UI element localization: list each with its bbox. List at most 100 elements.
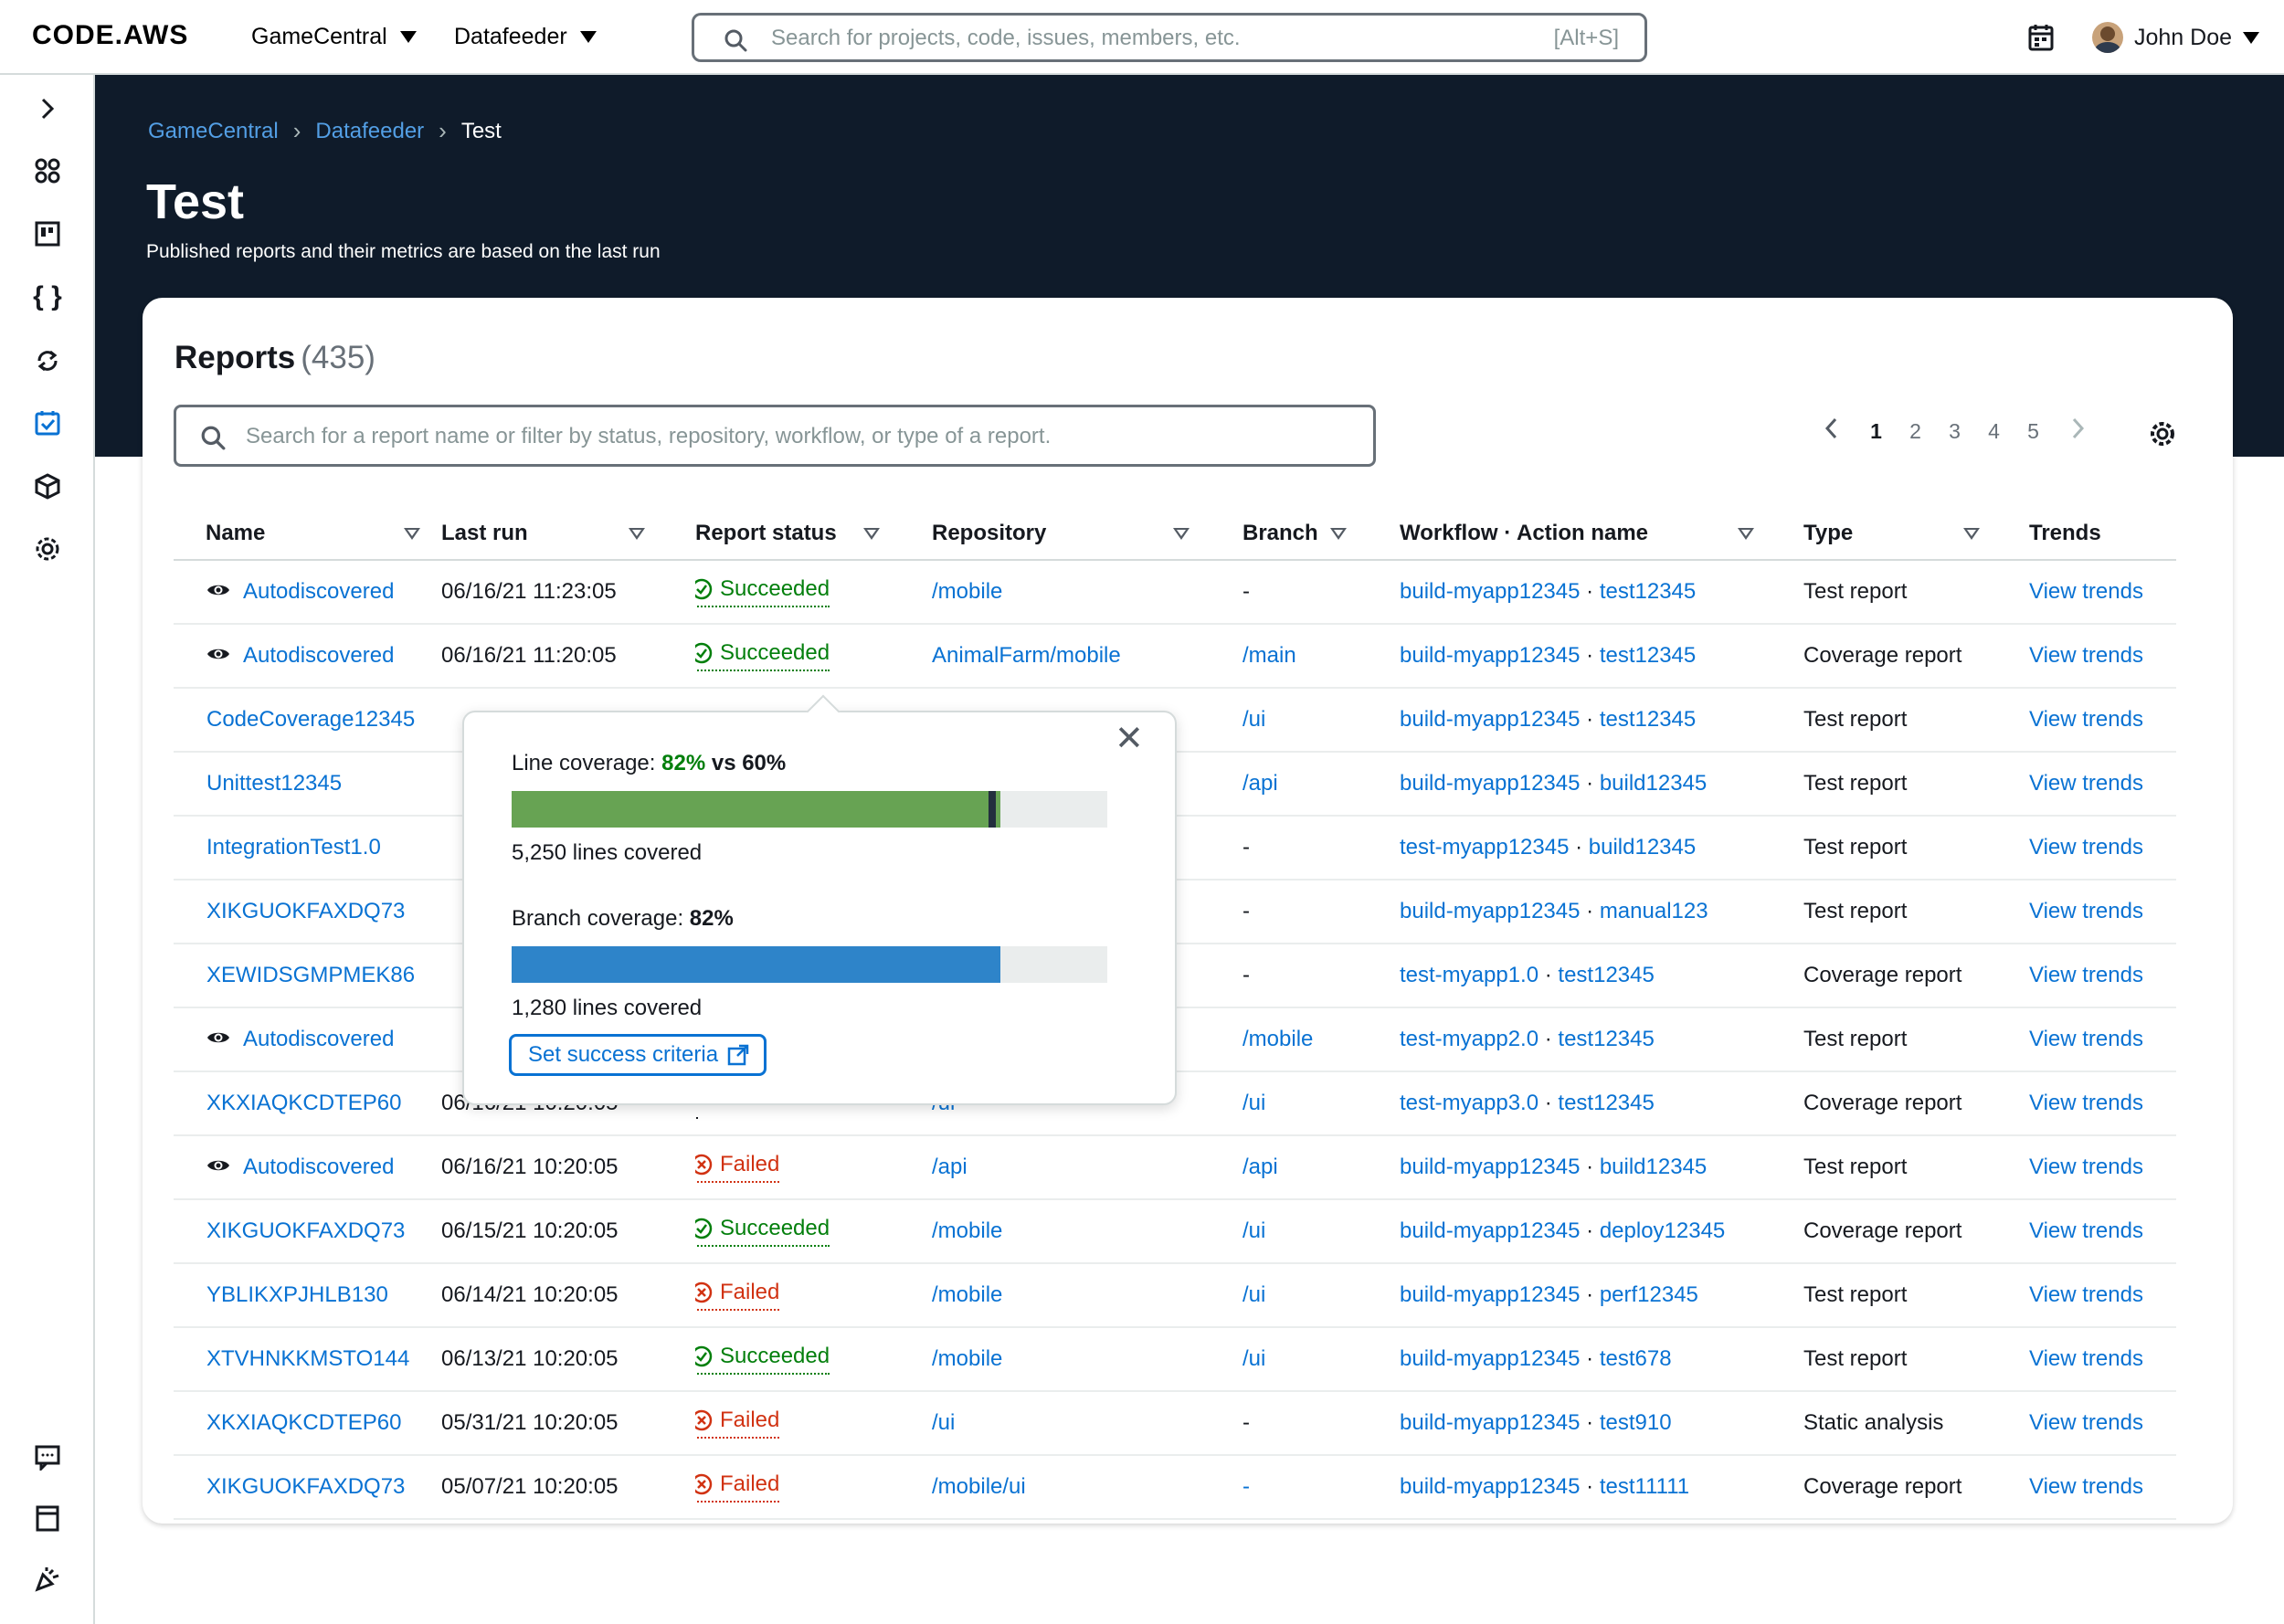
- status-badge[interactable]: Succeeded: [695, 1216, 830, 1247]
- action-link[interactable]: build12345: [1599, 1155, 1708, 1179]
- branch-link[interactable]: /ui: [1242, 1091, 1266, 1115]
- page-4[interactable]: 4: [1988, 418, 2000, 443]
- action-link[interactable]: test910: [1599, 1410, 1672, 1435]
- feedback-icon[interactable]: [32, 1441, 63, 1472]
- sort-icon[interactable]: [1738, 528, 1754, 540]
- report-name-link[interactable]: Autodiscovered: [243, 578, 395, 604]
- workflows-icon[interactable]: [32, 345, 63, 376]
- status-badge[interactable]: Failed: [695, 1280, 780, 1311]
- repository-link[interactable]: /mobile: [932, 579, 1003, 604]
- breadcrumb-project[interactable]: Datafeeder: [315, 118, 425, 143]
- next-page-icon[interactable]: [2053, 417, 2102, 446]
- workflow-link[interactable]: test-myapp1.0: [1400, 963, 1539, 987]
- page-1[interactable]: 1: [1870, 418, 1882, 443]
- branch-link[interactable]: /mobile: [1242, 1027, 1314, 1051]
- action-link[interactable]: test12345: [1599, 643, 1697, 668]
- column-header-repository[interactable]: Repository: [932, 508, 1242, 561]
- branch-link[interactable]: /ui: [1242, 1218, 1266, 1243]
- sort-icon[interactable]: [863, 528, 880, 540]
- workflow-link[interactable]: build-myapp12345: [1400, 1474, 1581, 1499]
- workflow-link[interactable]: build-myapp12345: [1400, 707, 1581, 732]
- code-icon[interactable]: { }: [33, 281, 62, 311]
- column-header-branch[interactable]: Branch: [1242, 508, 1400, 561]
- close-icon[interactable]: ✕: [1115, 720, 1144, 758]
- reports-icon[interactable]: [32, 407, 63, 438]
- sort-icon[interactable]: [404, 528, 420, 540]
- report-name-link[interactable]: XTVHNKKMSTO144: [206, 1346, 410, 1371]
- report-name-link[interactable]: CodeCoverage12345: [206, 707, 416, 732]
- sort-icon[interactable]: [629, 528, 645, 540]
- branch-link[interactable]: /main: [1242, 643, 1296, 668]
- repository-link[interactable]: AnimalFarm/mobile: [932, 643, 1121, 668]
- action-link[interactable]: manual123: [1599, 899, 1708, 923]
- branch-link[interactable]: -: [1242, 1474, 1250, 1499]
- view-trends-link[interactable]: View trends: [2029, 1027, 2143, 1051]
- repository-link[interactable]: /ui: [932, 1410, 956, 1435]
- overview-icon[interactable]: [32, 155, 63, 186]
- view-trends-link[interactable]: View trends: [2029, 835, 2143, 859]
- repository-link[interactable]: /api: [932, 1155, 968, 1179]
- action-link[interactable]: test12345: [1558, 1027, 1655, 1051]
- report-name-link[interactable]: XEWIDSGMPMEK86: [206, 963, 416, 987]
- view-trends-link[interactable]: View trends: [2029, 771, 2143, 796]
- whats-new-icon[interactable]: [32, 1564, 63, 1595]
- action-link[interactable]: build12345: [1588, 835, 1697, 859]
- settings-icon[interactable]: [32, 533, 63, 564]
- workflow-link[interactable]: build-myapp12345: [1400, 1282, 1581, 1307]
- user-menu[interactable]: John Doe: [2092, 22, 2260, 53]
- repository-link[interactable]: /mobile: [932, 1346, 1003, 1371]
- action-link[interactable]: test678: [1599, 1346, 1672, 1371]
- action-link[interactable]: test11111: [1599, 1474, 1690, 1499]
- status-badge[interactable]: Failed: [695, 1471, 780, 1503]
- action-link[interactable]: test12345: [1599, 579, 1697, 604]
- workflow-link[interactable]: build-myapp12345: [1400, 579, 1581, 604]
- nav-project-dropdown[interactable]: Datafeeder: [454, 24, 597, 50]
- report-name-link[interactable]: XIKGUOKFAXDQ73: [206, 899, 406, 923]
- view-trends-link[interactable]: View trends: [2029, 1155, 2143, 1179]
- status-badge[interactable]: Failed: [695, 1152, 780, 1183]
- report-name-link[interactable]: IntegrationTest1.0: [206, 835, 381, 859]
- column-header-report-status[interactable]: Report status: [695, 508, 932, 561]
- set-success-criteria-button[interactable]: Set success criteria: [509, 1034, 767, 1076]
- repository-link[interactable]: /mobile/ui: [932, 1474, 1026, 1499]
- action-link[interactable]: perf12345: [1599, 1282, 1698, 1307]
- previous-page-icon[interactable]: [1807, 417, 1856, 446]
- view-trends-link[interactable]: View trends: [2029, 1282, 2143, 1307]
- branch-link[interactable]: /ui: [1242, 1282, 1266, 1307]
- workflow-link[interactable]: build-myapp12345: [1400, 1218, 1581, 1243]
- report-name-link[interactable]: Unittest12345: [206, 771, 343, 796]
- page-5[interactable]: 5: [2027, 418, 2039, 443]
- status-badge[interactable]: Failed: [695, 1408, 780, 1439]
- view-trends-link[interactable]: View trends: [2029, 579, 2143, 604]
- column-header-type[interactable]: Type: [1803, 508, 2029, 561]
- report-name-link[interactable]: Autodiscovered: [243, 1154, 395, 1179]
- view-trends-link[interactable]: View trends: [2029, 643, 2143, 668]
- status-badge[interactable]: Succeeded: [695, 576, 830, 607]
- status-badge[interactable]: Succeeded: [695, 1344, 830, 1375]
- view-trends-link[interactable]: View trends: [2029, 1091, 2143, 1115]
- table-preferences-gear-icon[interactable]: [2149, 420, 2176, 448]
- global-search-input[interactable]: Search for projects, code, issues, membe…: [692, 13, 1647, 62]
- branch-link[interactable]: /ui: [1242, 1346, 1266, 1371]
- action-link[interactable]: test12345: [1599, 707, 1697, 732]
- report-name-link[interactable]: XKXIAQKCDTEP60: [206, 1091, 402, 1115]
- workflow-link[interactable]: build-myapp12345: [1400, 643, 1581, 668]
- report-name-link[interactable]: Autodiscovered: [243, 642, 395, 668]
- workflow-link[interactable]: test-myapp2.0: [1400, 1027, 1539, 1051]
- report-name-link[interactable]: XKXIAQKCDTEP60: [206, 1410, 402, 1435]
- reports-search-input[interactable]: Search for a report name or filter by st…: [174, 405, 1376, 467]
- nav-space-dropdown[interactable]: GameCentral: [251, 24, 417, 50]
- workflow-link[interactable]: build-myapp12345: [1400, 899, 1581, 923]
- report-name-link[interactable]: XIKGUOKFAXDQ73: [206, 1474, 406, 1499]
- branch-link[interactable]: /ui: [1242, 707, 1266, 732]
- sort-icon[interactable]: [1963, 528, 1980, 540]
- sort-icon[interactable]: [1173, 528, 1190, 540]
- view-trends-link[interactable]: View trends: [2029, 899, 2143, 923]
- workflow-link[interactable]: build-myapp12345: [1400, 1410, 1581, 1435]
- column-header-last-run[interactable]: Last run: [441, 508, 695, 561]
- action-link[interactable]: test12345: [1558, 1091, 1655, 1115]
- workflow-link[interactable]: build-myapp12345: [1400, 1155, 1581, 1179]
- sort-icon[interactable]: [1330, 528, 1347, 540]
- view-trends-link[interactable]: View trends: [2029, 707, 2143, 732]
- report-name-link[interactable]: Autodiscovered: [243, 1026, 395, 1051]
